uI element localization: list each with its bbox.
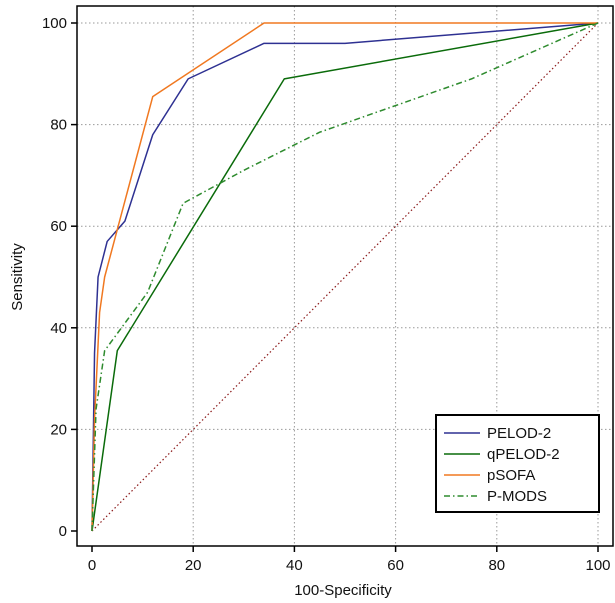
y-tick-label: 20 [50,421,67,438]
axis-layer: 0 20 40 60 80 100 0 20 40 60 80 100 100-Specificity S… [9,5,614,599]
x-tick-label: 0 [88,557,96,574]
x-tick-label: 100 [585,557,610,574]
series-line-qpelod-2 [91,22,599,532]
y-axis-title: Sensitivity [9,243,26,311]
y-tick-label: 100 [42,15,67,32]
legend-label-qpelod-2: qPELOD-2 [487,446,560,463]
legend-box [435,414,600,513]
x-tick-label: 60 [387,557,404,574]
legend-label-pelod-2: PELOD-2 [487,425,551,442]
x-tick-label: 40 [286,557,303,574]
legend: PELOD-2 qPELOD-2 pSOFA P-MODS [435,414,600,513]
y-tick-label: 60 [50,218,67,235]
legend-label-p-mods: P-MODS [487,488,547,505]
series-line-p-mods [91,22,599,532]
x-tick-label: 20 [185,557,202,574]
series-layer [91,22,599,532]
y-tick-label: 0 [59,523,67,540]
series-line-pelod-2 [91,22,599,532]
y-tick-label: 80 [50,117,67,134]
series-line-psofa [91,22,598,532]
y-tick-label: 40 [50,320,67,337]
x-tick-label: 80 [488,557,505,574]
plot-frame [76,5,614,547]
legend-label-psofa: pSOFA [487,467,535,484]
x-axis-title: 100-Specificity [294,582,392,599]
